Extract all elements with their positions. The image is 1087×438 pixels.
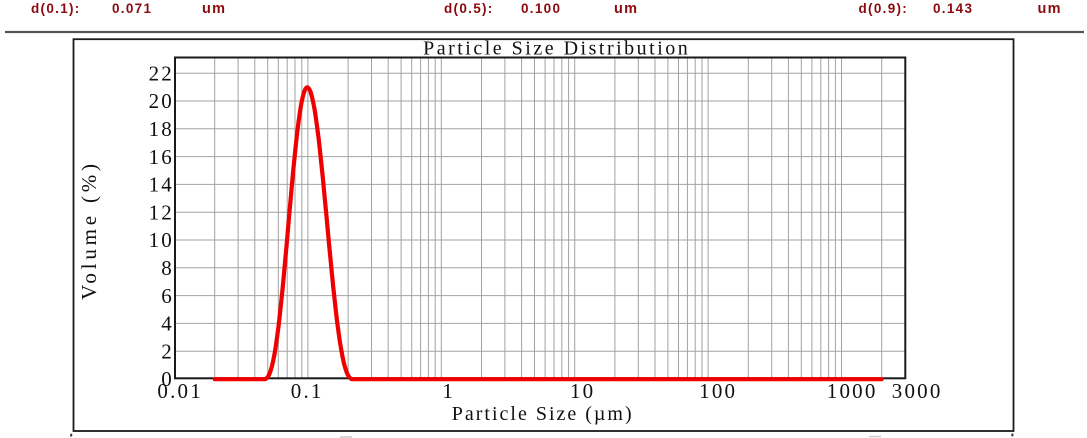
svg-text:um: um	[1038, 1, 1062, 17]
svg-text:0: 0	[161, 367, 174, 391]
svg-text:d(0.1):: d(0.1):	[31, 1, 81, 16]
svg-text:0.071: 0.071	[112, 1, 152, 16]
svg-text:22: 22	[149, 61, 174, 85]
svg-text:12: 12	[149, 200, 174, 224]
svg-text:10: 10	[149, 228, 174, 252]
svg-text:1000: 1000	[827, 379, 878, 403]
svg-text:20: 20	[149, 89, 174, 113]
svg-text:d(0.5):: d(0.5):	[444, 1, 494, 16]
svg-text:10: 10	[570, 379, 595, 403]
svg-text:18: 18	[149, 117, 174, 141]
svg-text:d(0.9):: d(0.9):	[859, 1, 909, 16]
svg-text:2: 2	[161, 339, 174, 363]
svg-text:Particle Size Distribution: Particle Size Distribution	[423, 38, 690, 60]
svg-text:0.01: 0.01	[157, 379, 203, 403]
svg-text:100: 100	[699, 379, 737, 403]
svg-text:3000: 3000	[892, 379, 943, 403]
svg-text:8: 8	[161, 256, 174, 280]
svg-text:16: 16	[149, 145, 174, 169]
svg-text:0.100: 0.100	[521, 1, 561, 16]
svg-text:14: 14	[149, 173, 174, 197]
svg-text:um: um	[202, 1, 226, 17]
svg-text:0.143: 0.143	[933, 1, 973, 16]
svg-text:Volume (%): Volume (%)	[77, 160, 101, 300]
svg-text:0.1: 0.1	[291, 379, 324, 403]
svg-text:1: 1	[442, 379, 455, 403]
svg-text:4: 4	[161, 312, 174, 336]
svg-text:6: 6	[161, 284, 174, 308]
svg-text:um: um	[614, 1, 638, 17]
svg-text:Particle Size (µm): Particle Size (µm)	[452, 403, 634, 425]
